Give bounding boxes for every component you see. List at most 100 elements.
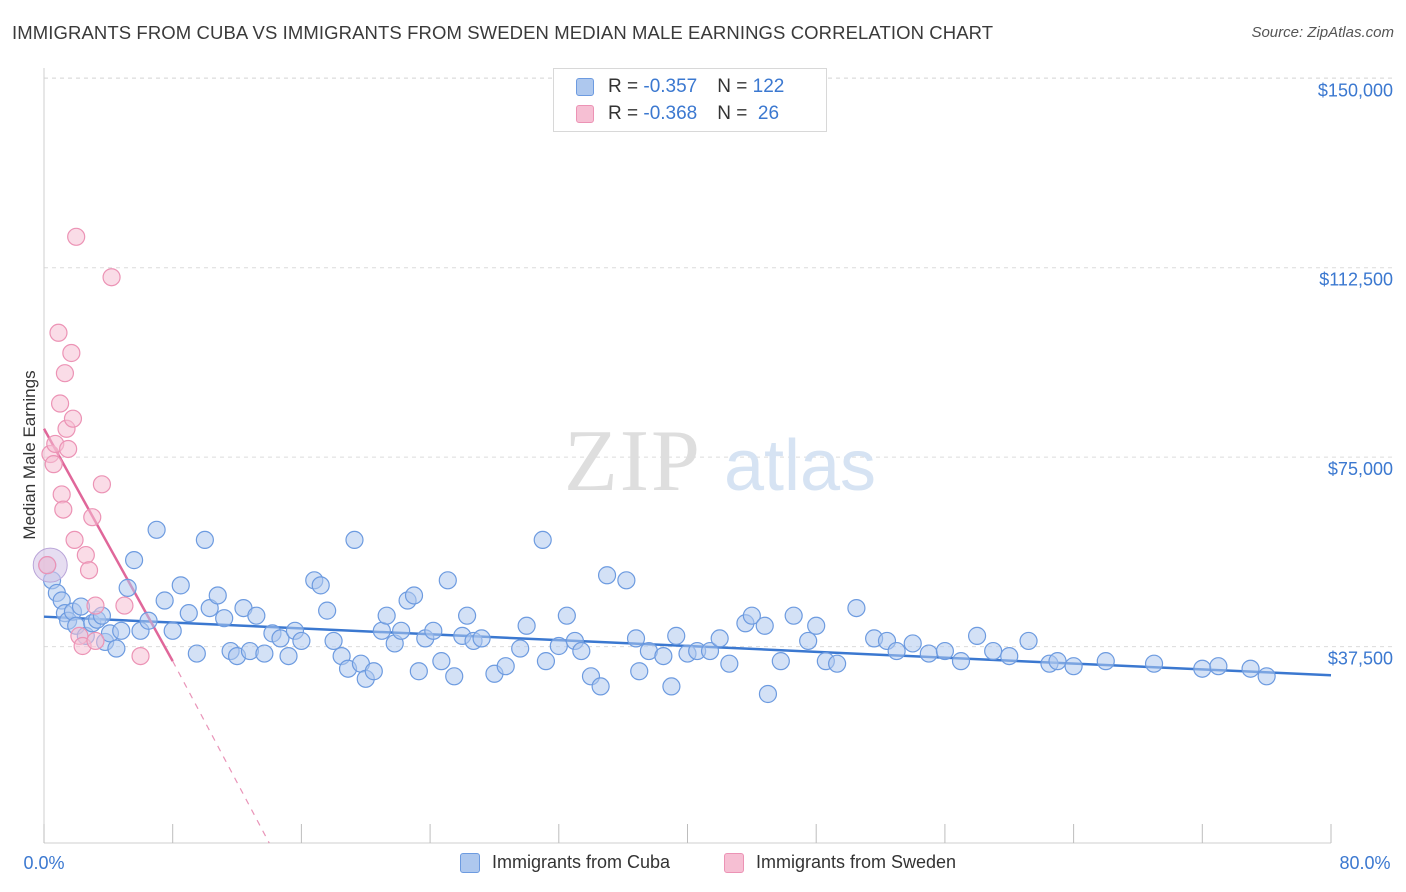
y-tick-label: $75,000 xyxy=(1328,459,1393,479)
cuba-point xyxy=(784,606,803,625)
cuba-point xyxy=(847,598,866,618)
cuba-point xyxy=(919,644,938,663)
cuba-point xyxy=(404,586,424,605)
cuba-point xyxy=(208,586,227,605)
sweden-point xyxy=(86,596,105,615)
sweden-point xyxy=(83,508,102,527)
x-tick-label: 80.0% xyxy=(1339,853,1390,873)
y-tick-label: $37,500 xyxy=(1328,649,1393,669)
series-swatch-cuba xyxy=(460,852,480,873)
sweden-point xyxy=(54,500,73,519)
cuba-point xyxy=(984,641,1003,661)
source-credit: Source: ZipAtlas.com xyxy=(1251,24,1394,41)
cuba-point xyxy=(935,641,955,661)
series-label-cuba: Immigrants from Cuba xyxy=(492,852,671,872)
cuba-point xyxy=(617,571,636,590)
cuba-point xyxy=(472,629,491,648)
series-legend-sweden[interactable]: Immigrants from Sweden xyxy=(724,852,956,873)
cuba-point xyxy=(720,654,739,673)
cuba-point xyxy=(215,609,234,628)
cuba-point xyxy=(1019,631,1038,651)
series-label-sweden: Immigrants from Sweden xyxy=(756,852,957,872)
legend-n-label: N = xyxy=(717,76,753,97)
cuba-point xyxy=(187,644,206,663)
cuba-point xyxy=(828,654,847,673)
cuba-point xyxy=(572,641,591,661)
cuba-point xyxy=(951,652,971,671)
cuba-point xyxy=(1096,652,1115,671)
sweden-point xyxy=(65,530,84,550)
cuba-point xyxy=(155,591,174,610)
legend-n-value: 122 xyxy=(752,76,785,97)
sweden-point xyxy=(62,343,81,363)
cuba-point xyxy=(807,616,826,635)
cuba-point xyxy=(112,621,131,640)
cuba-point xyxy=(511,639,530,658)
cuba-point xyxy=(163,621,182,640)
cuba-point xyxy=(409,662,428,681)
cuba-point xyxy=(424,621,443,640)
cuba-point xyxy=(377,606,396,625)
cuba-point xyxy=(171,576,190,595)
cuba-point xyxy=(710,629,729,648)
sweden-trend-extension xyxy=(172,660,270,844)
watermark-zip: ZIP xyxy=(564,413,702,510)
cuba-point xyxy=(118,578,137,597)
x-tick-labels: 0.0% 80.0% xyxy=(23,853,1390,873)
cuba-point xyxy=(799,631,818,651)
sweden-point xyxy=(86,631,105,651)
legend-n-label: N = xyxy=(717,103,753,124)
sweden-point xyxy=(79,561,99,580)
cuba-point xyxy=(1144,654,1164,673)
cuba-point xyxy=(667,626,686,645)
sweden-point xyxy=(102,268,121,287)
cuba-point xyxy=(742,606,761,625)
sweden-point xyxy=(55,364,75,383)
cuba-point xyxy=(195,530,214,550)
sweden-point xyxy=(63,409,83,428)
series-legend: Immigrants from Cuba Immigrants from Swe… xyxy=(0,852,1406,878)
cuba-point xyxy=(247,606,266,625)
sweden-point xyxy=(76,545,95,565)
cuba-point xyxy=(107,639,126,658)
cuba-point xyxy=(279,646,298,666)
cuba-point xyxy=(1209,657,1228,676)
legend-row-cuba: R = -0.357 N = 122 xyxy=(576,74,784,100)
legend-r-label: R = xyxy=(608,103,644,124)
cuba-point xyxy=(887,641,906,661)
legend-swatch-cuba xyxy=(576,78,594,96)
cuba-point xyxy=(967,626,987,645)
legend-r-value: -0.368 xyxy=(643,103,698,124)
cuba-point xyxy=(271,629,290,648)
sweden-point xyxy=(52,485,71,504)
legend-swatch-sweden xyxy=(576,105,594,123)
series-legend-cuba[interactable]: Immigrants from Cuba xyxy=(460,852,670,873)
data-points xyxy=(32,227,1276,704)
sweden-point xyxy=(59,439,78,459)
cuba-point xyxy=(345,530,364,550)
sweden-point xyxy=(44,455,63,474)
cuba-point xyxy=(536,652,556,671)
cuba-point xyxy=(392,621,411,640)
cuba-point xyxy=(771,652,790,671)
watermark-atlas: atlas xyxy=(724,426,876,506)
sweden-point xyxy=(115,596,134,615)
cuba-point xyxy=(758,684,778,704)
x-tick-label: 0.0% xyxy=(23,853,64,873)
cuba-point xyxy=(458,606,477,625)
cuba-point xyxy=(1000,646,1019,666)
cuba-point xyxy=(654,646,673,666)
sweden-point xyxy=(38,556,57,575)
cuba-point xyxy=(496,657,515,676)
y-tick-label: $150,000 xyxy=(1318,80,1393,100)
cuba-point xyxy=(255,644,274,663)
sweden-point xyxy=(50,394,70,413)
cuba-point xyxy=(139,611,158,630)
sweden-point xyxy=(131,646,150,666)
sweden-point xyxy=(67,227,86,246)
legend-r-value: -0.357 xyxy=(643,76,698,97)
cuba-point xyxy=(626,629,646,648)
cuba-point xyxy=(311,576,330,595)
cuba-point xyxy=(292,631,311,651)
cuba-point xyxy=(438,571,457,590)
